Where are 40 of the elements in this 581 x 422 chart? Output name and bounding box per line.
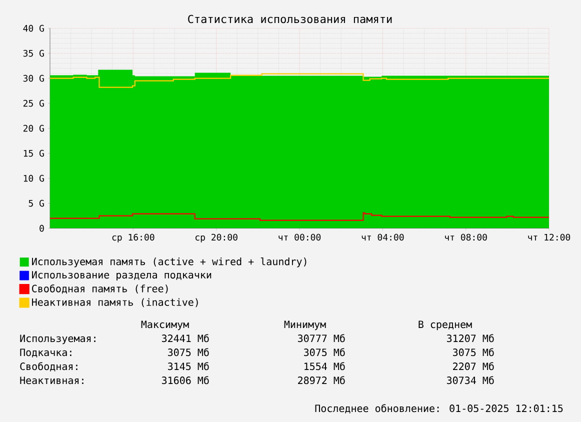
x-tick-label: ср 16:00 — [112, 234, 154, 242]
text: Используемая: — [20, 334, 96, 344]
text: 30777 Мб — [298, 334, 345, 342]
x-tick-label: чт 00:00 — [278, 234, 321, 241]
text: В среднем — [418, 320, 472, 330]
text: 32441 Мб — [162, 334, 209, 342]
y-tick-label: 10 G — [24, 174, 44, 182]
y-tick-label: 35 G — [23, 50, 44, 57]
legend-label: Используемая память (active + wired + laundry) — [32, 257, 306, 268]
legend-label: Свободная память (free) — [32, 284, 168, 294]
text: Неактивная: — [20, 376, 84, 384]
text: 30734 Мб — [446, 376, 494, 384]
text: 3075 Мб — [453, 348, 494, 356]
y-tick-label: 5 G — [28, 200, 44, 207]
x-tick-label: ср 20:00 — [196, 234, 238, 242]
text: Последнее обновление: 01-05-2025 12:01:15 — [315, 404, 563, 414]
y-tick-label: 25 G — [23, 100, 44, 107]
text: 31207 Мб — [446, 334, 494, 342]
x-tick-label: чт 04:00 — [362, 234, 404, 241]
text: 3075 Мб — [168, 348, 209, 356]
y-tick-label: 0 — [40, 224, 44, 232]
text: Минимум — [284, 320, 326, 330]
text: 1554 Мб — [304, 362, 345, 370]
legend-label: Использование раздела подкачки — [32, 271, 212, 281]
text: 2207 Мб — [453, 362, 494, 370]
text: 31606 Мб — [162, 376, 209, 384]
y-tick-label: 30 G — [23, 74, 44, 82]
text: 3145 Мб — [168, 362, 209, 370]
text: Подкачка: — [20, 348, 72, 358]
text: Свободная: — [20, 362, 78, 372]
y-tick-label: 40 G — [23, 24, 44, 32]
text: 3075 Мб — [304, 348, 345, 356]
x-tick-label: чт 08:00 — [445, 234, 487, 241]
text: 28972 Мб — [298, 376, 345, 384]
y-tick-label: 15 G — [24, 150, 44, 157]
legend-label: Неактивная память (inactive) — [32, 298, 198, 308]
chart-title: Статистика использования памяти — [188, 14, 392, 24]
x-tick-label: чт 12:00 — [528, 234, 570, 241]
text: Максимум — [141, 320, 189, 330]
y-tick-label: 20 G — [23, 124, 44, 132]
